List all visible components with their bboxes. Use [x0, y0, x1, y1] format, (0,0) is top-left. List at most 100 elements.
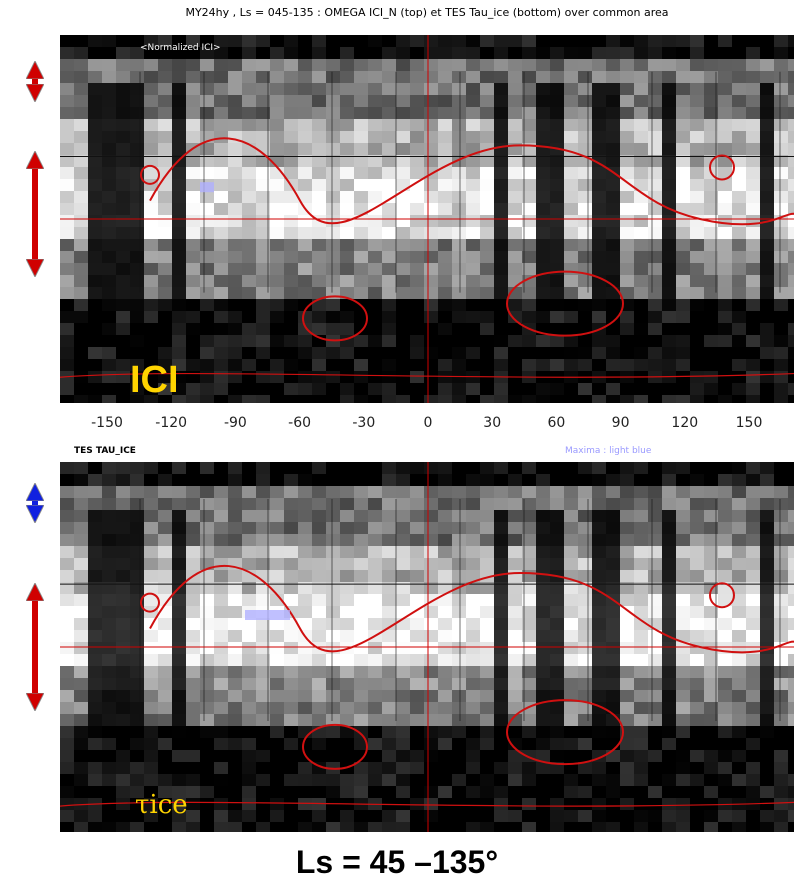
map-cell	[368, 299, 383, 312]
map-cell	[564, 275, 579, 288]
map-cell	[102, 570, 117, 583]
map-cell	[382, 570, 397, 583]
map-cell	[256, 702, 271, 715]
map-cell	[368, 606, 383, 619]
map-cell	[298, 678, 313, 691]
map-cell	[634, 486, 649, 499]
map-cell	[214, 774, 229, 787]
map-cell	[424, 83, 439, 96]
map-cell	[634, 359, 649, 372]
map-cell	[550, 654, 565, 667]
map-cell	[186, 275, 201, 288]
map-cell	[606, 618, 621, 631]
map-cell	[732, 119, 747, 132]
map-cell	[424, 546, 439, 559]
map-cell	[452, 750, 467, 763]
map-cell	[396, 678, 411, 691]
map-cell	[452, 498, 467, 511]
map-cell	[144, 347, 159, 360]
map-cell	[200, 618, 215, 631]
map-cell	[620, 786, 635, 799]
map-cell	[74, 558, 89, 571]
map-cell	[130, 678, 145, 691]
map-cell	[522, 335, 537, 348]
map-cell	[466, 179, 481, 192]
map-cell	[746, 534, 761, 547]
map-cell	[410, 287, 425, 300]
map-cell	[508, 558, 523, 571]
map-cell	[74, 774, 89, 787]
map-cell	[606, 798, 621, 811]
map-cell	[172, 654, 187, 667]
map-cell	[158, 570, 173, 583]
map-cell	[158, 335, 173, 348]
map-cell	[690, 714, 705, 727]
map-cell	[270, 83, 285, 96]
map-cell	[550, 534, 565, 547]
map-cell	[158, 630, 173, 643]
map-cell	[760, 534, 775, 547]
map-cell	[312, 383, 327, 396]
map-cell	[368, 738, 383, 751]
map-cell	[200, 642, 215, 655]
map-cell	[592, 474, 607, 487]
map-cell	[88, 774, 103, 787]
map-cell	[298, 311, 313, 324]
map-cell	[774, 119, 789, 132]
map-cell	[438, 474, 453, 487]
map-cell	[634, 143, 649, 156]
map-cell	[410, 383, 425, 396]
map-cell	[746, 690, 761, 703]
map-cell	[592, 263, 607, 276]
map-cell	[368, 534, 383, 547]
map-cell	[340, 323, 355, 336]
map-cell	[732, 654, 747, 667]
map-cell	[466, 47, 481, 60]
map-cell	[550, 251, 565, 264]
map-cell	[242, 239, 257, 252]
map-cell	[550, 131, 565, 144]
map-cell	[466, 462, 481, 475]
map-cell	[158, 774, 173, 787]
map-cell	[466, 107, 481, 120]
map-cell	[452, 71, 467, 84]
map-cell	[452, 786, 467, 799]
map-cell	[396, 594, 411, 607]
panel-subtitle: <Normalized ICI>	[140, 43, 221, 53]
map-cell	[368, 678, 383, 691]
map-cell	[564, 71, 579, 84]
map-cell	[88, 347, 103, 360]
map-cell	[158, 498, 173, 511]
map-cell	[564, 666, 579, 679]
map-cell	[228, 546, 243, 559]
map-cell	[676, 810, 691, 823]
map-cell	[676, 311, 691, 324]
map-cell	[382, 179, 397, 192]
map-cell	[718, 630, 733, 643]
map-cell	[760, 239, 775, 252]
map-cell	[480, 810, 495, 823]
map-cell	[368, 395, 383, 408]
map-cell	[354, 654, 369, 667]
map-cell	[746, 215, 761, 228]
map-cell	[382, 107, 397, 120]
map-cell	[242, 71, 257, 84]
map-cell	[564, 227, 579, 240]
map-cell	[60, 275, 75, 288]
map-cell	[200, 750, 215, 763]
map-cell	[704, 558, 719, 571]
map-cell	[550, 798, 565, 811]
map-cell	[508, 726, 523, 739]
map-cell	[88, 510, 103, 523]
map-cell	[564, 191, 579, 204]
map-cell	[466, 498, 481, 511]
map-cell	[760, 299, 775, 312]
map-cell	[354, 371, 369, 384]
map-cell	[270, 359, 285, 372]
map-cell	[592, 95, 607, 108]
map-cell	[718, 822, 733, 835]
map-cell	[242, 299, 257, 312]
map-cell	[368, 702, 383, 715]
map-cell	[410, 618, 425, 631]
map-cell	[746, 558, 761, 571]
